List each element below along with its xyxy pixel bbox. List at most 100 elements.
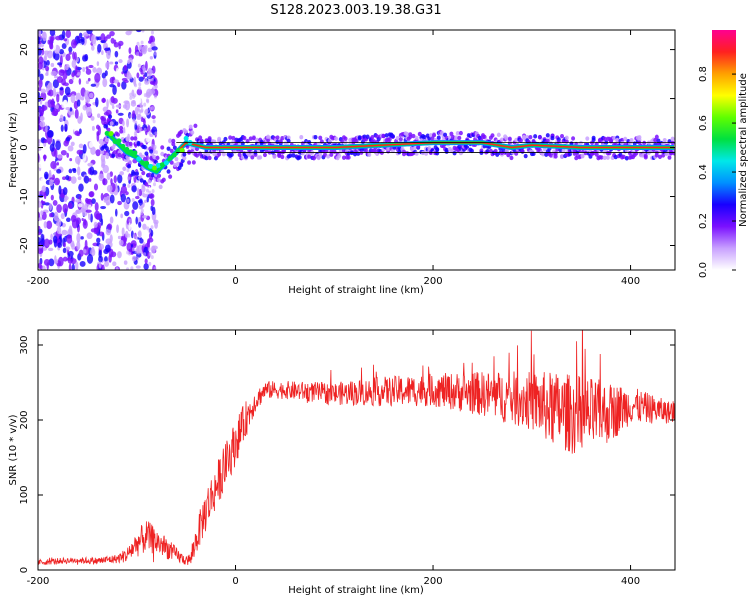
colorbar-tick-label: 0.6 (698, 115, 709, 131)
noise-speck (126, 118, 130, 128)
noise-speck (115, 67, 119, 76)
band-pixel (319, 139, 324, 144)
noise-speck (148, 252, 152, 257)
noise-speck (129, 75, 133, 80)
band-pixel (583, 150, 588, 156)
band-pixel (398, 137, 403, 142)
noise-speck (128, 47, 132, 55)
noise-speck (65, 136, 71, 142)
noise-speck (38, 231, 42, 236)
band-pixel (130, 136, 135, 141)
band-pixel (176, 161, 181, 166)
noise-speck (136, 72, 140, 79)
band-pixel (506, 152, 511, 158)
noise-speck (56, 154, 63, 159)
band-pixel (157, 177, 162, 183)
noise-speck (142, 223, 147, 230)
noise-speck (98, 243, 105, 250)
noise-speck (126, 70, 130, 75)
noise-speck (50, 233, 53, 240)
ridge-blob (179, 147, 185, 153)
ridge-blob (152, 165, 158, 171)
noise-speck (148, 68, 152, 73)
noise-speck (74, 130, 80, 136)
band-pixel (119, 125, 124, 131)
band-pixel (578, 140, 583, 146)
noise-speck (45, 72, 49, 77)
noise-speck (38, 78, 43, 88)
x-tick-label: 400 (621, 276, 640, 287)
band-pixel (413, 145, 418, 150)
noise-speck (146, 226, 150, 231)
noise-speck (113, 175, 117, 184)
noise-speck (95, 81, 100, 86)
band-pixel (499, 137, 504, 142)
noise-speck (101, 50, 104, 56)
noise-speck (62, 71, 68, 80)
x-tick-label: 200 (423, 276, 442, 287)
noise-speck (53, 52, 60, 61)
noise-speck (72, 51, 75, 60)
ridge-blob (108, 131, 114, 137)
band-pixel (286, 138, 291, 144)
band-pixel (414, 135, 419, 141)
noise-speck (50, 225, 56, 231)
band-pixel (514, 137, 519, 143)
band-pixel (117, 152, 122, 158)
noise-speck (75, 65, 78, 75)
band-pixel (541, 151, 546, 157)
noise-speck (116, 224, 119, 233)
noise-speck (136, 187, 140, 198)
band-pixel (207, 155, 212, 161)
noise-speck (103, 111, 109, 116)
noise-speck (50, 161, 57, 169)
band-pixel (119, 129, 124, 134)
noise-speck (53, 211, 59, 222)
band-pixel (667, 155, 672, 160)
band-pixel (166, 146, 171, 151)
noise-speck (129, 114, 133, 119)
noise-speck (101, 72, 107, 79)
noise-speck (42, 31, 47, 42)
noise-speck (82, 143, 87, 154)
noise-speck (81, 47, 85, 52)
noise-speck (153, 145, 157, 150)
noise-speck (106, 49, 111, 60)
noise-speck (123, 100, 130, 105)
noise-speck (66, 234, 73, 244)
snr-marks (38, 330, 675, 566)
noise-speck (153, 182, 157, 187)
band-pixel (318, 151, 323, 157)
band-pixel (402, 151, 407, 157)
noise-speck (106, 98, 109, 109)
band-pixel (612, 135, 617, 141)
noise-speck (100, 192, 104, 201)
ridge-blob (132, 150, 138, 156)
noise-speck (145, 136, 151, 143)
ridge-blob (183, 135, 189, 141)
noise-speck (74, 155, 81, 165)
noise-speck (57, 62, 62, 66)
noise-speck (85, 106, 92, 117)
noise-speck (139, 238, 144, 244)
noise-speck (76, 99, 81, 107)
noise-speck (64, 123, 68, 132)
noise-speck (95, 149, 101, 157)
noise-speck (82, 153, 87, 162)
noise-speck (93, 221, 98, 228)
band-pixel (128, 141, 133, 147)
noise-speck (120, 185, 128, 194)
snr-series-line (38, 330, 675, 566)
noise-speck (96, 61, 100, 67)
ridge-blob (120, 143, 126, 149)
noise-speck (140, 204, 144, 209)
noise-speck (46, 220, 53, 230)
band-pixel (469, 148, 474, 154)
noise-speck (38, 217, 44, 221)
band-pixel (560, 133, 565, 139)
band-pixel (103, 124, 108, 129)
noise-speck (151, 189, 155, 194)
noise-speck (121, 227, 125, 237)
noise-speck (38, 225, 41, 230)
band-pixel (654, 134, 659, 140)
